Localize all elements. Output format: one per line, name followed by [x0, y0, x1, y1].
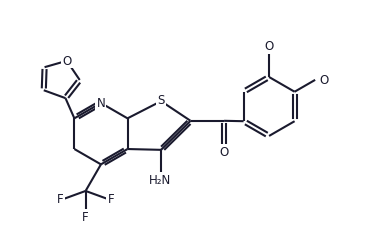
Text: F: F: [108, 192, 114, 205]
Text: O: O: [264, 40, 274, 53]
Text: H₂N: H₂N: [149, 173, 171, 186]
Text: F: F: [57, 192, 64, 205]
Text: O: O: [62, 55, 71, 68]
Text: S: S: [157, 93, 165, 106]
Text: O: O: [320, 74, 329, 87]
Text: O: O: [220, 145, 229, 158]
Text: N: N: [96, 97, 105, 110]
Text: F: F: [82, 210, 89, 223]
